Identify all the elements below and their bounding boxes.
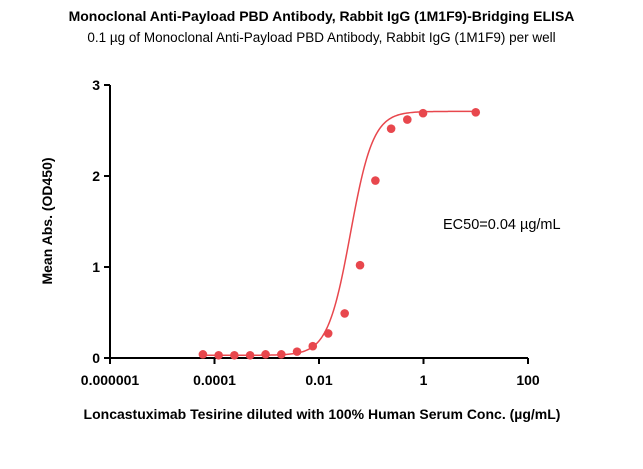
data-point xyxy=(198,350,208,359)
data-point xyxy=(371,176,380,185)
data-point xyxy=(292,347,302,356)
x-tick-label: 0.0001 xyxy=(193,372,236,388)
x-tick-label: 0.01 xyxy=(305,372,332,388)
data-point xyxy=(308,341,318,351)
data-point xyxy=(386,124,396,133)
chart-subtitle: 0.1 µg of Monoclonal Anti-Payload PBD An… xyxy=(87,30,556,45)
fit-curve xyxy=(202,110,476,357)
y-tick-label: 1 xyxy=(92,259,100,275)
y-tick-label: 0 xyxy=(92,350,100,366)
chart-title: Monoclonal Anti-Payload PBD Antibody, Ra… xyxy=(68,8,575,24)
data-point xyxy=(403,115,412,124)
ec50-annotation: EC50=0.04 µg/mL xyxy=(443,217,561,233)
x-tick-label: 1 xyxy=(420,372,428,388)
data-point xyxy=(214,350,223,360)
data-point xyxy=(261,350,270,359)
y-tick-label: 2 xyxy=(92,168,100,184)
data-point xyxy=(340,309,349,318)
y-tick-label: 3 xyxy=(92,77,100,93)
axis-ticks: 0 1 2 3 0.000001 0.0001 0.01 1 100 xyxy=(81,77,540,388)
data-point xyxy=(277,350,286,359)
data-point xyxy=(418,108,428,118)
data-point xyxy=(245,350,255,360)
x-axis-title: Loncastuximab Tesirine diluted with 100%… xyxy=(84,406,561,422)
data-point xyxy=(471,108,481,117)
data-point xyxy=(323,329,333,338)
data-point xyxy=(355,260,365,270)
x-tick-label: 100 xyxy=(516,372,540,388)
data-points xyxy=(198,108,481,360)
y-axis-title: Mean Abs. (OD450) xyxy=(39,157,55,284)
x-tick-label: 0.000001 xyxy=(81,372,140,388)
data-point xyxy=(230,350,239,360)
